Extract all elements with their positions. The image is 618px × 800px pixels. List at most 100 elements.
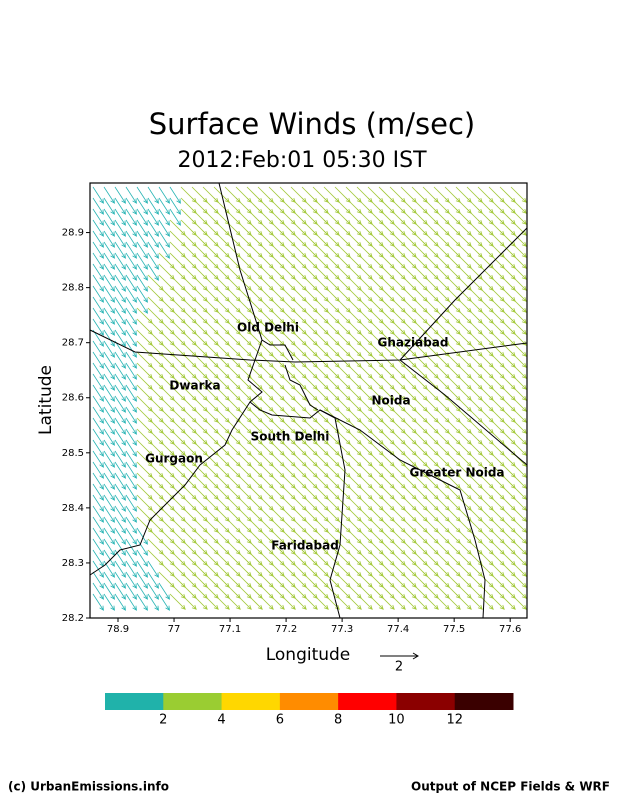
wind-arrow [103,351,115,369]
wind-arrow [114,197,126,215]
wind-arrow [510,417,527,434]
wind-arrow [510,263,527,280]
wind-arrow [92,593,104,611]
colorbar-label: 2 [159,713,167,728]
wind-arrow [103,230,115,248]
wind-arrow [103,417,115,435]
wind-arrow [125,395,137,413]
wind-arrow [147,593,159,611]
wind-arrow [92,340,104,358]
wind-arrow [158,593,170,611]
wind-arrow [125,527,137,545]
colorbar-swatch [454,693,514,710]
y-tick-label: 28.8 [62,283,84,294]
wind-arrow [136,219,148,237]
wind-arrow [136,527,148,545]
x-tick-label: 77.2 [275,624,297,635]
wind-arrow [125,241,137,259]
wind-field [92,186,527,611]
wind-arrow [345,593,362,610]
wind-arrow [147,263,159,281]
district-boundary [399,359,528,466]
wind-arrow [114,241,126,259]
wind-arrow [92,417,104,435]
plot-frame [89,182,528,619]
wind-arrow [92,428,104,446]
wind-arrow [125,219,137,237]
wind-arrow [114,296,126,314]
wind-arrow [147,219,159,237]
wind-arrow [510,571,527,588]
wind-arrow [510,252,527,269]
wind-arrow [136,538,148,556]
wind-arrow [103,494,115,512]
wind-arrow [103,505,115,523]
wind-arrow [114,417,126,435]
wind-arrow [510,549,527,566]
wind-arrow [125,417,137,435]
wind-arrow [125,329,137,347]
wind-arrow [92,472,104,490]
wind-arrow [158,241,170,259]
wind-arrow [510,230,527,247]
wind-arrow [114,395,126,413]
wind-arrow [125,582,137,600]
wind-arrow [114,406,126,424]
place-label: South Delhi [251,430,330,444]
place-label: Greater Noida [409,466,504,480]
wind-arrow [125,307,137,325]
wind-arrow [125,516,137,534]
wind-arrow [136,296,148,314]
x-axis-label: Longitude [266,645,351,665]
place-label: Faridabad [271,539,339,553]
place-label: Dwarka [169,379,220,393]
wind-arrow [136,263,148,281]
chart-subtitle: 2012:Feb:01 05:30 IST [177,148,427,173]
wind-arrow [103,208,115,226]
wind-arrow [114,516,126,534]
wind-arrow [147,571,159,589]
wind-arrow [411,593,428,610]
wind-arrow [147,230,159,248]
wind-arrow [92,285,104,303]
x-tick-label: 77.4 [387,624,409,635]
wind-arrow [136,582,148,600]
wind-arrow [103,582,115,600]
colorbar-swatch [163,693,223,710]
wind-arrow [125,439,137,457]
district-boundary [89,401,251,576]
y-tick-label: 28.6 [62,393,84,404]
wind-arrow [510,560,527,577]
boundaries [89,182,528,619]
wind-arrow [125,593,137,611]
wind-arrow [356,593,373,610]
wind-arrow [378,593,395,610]
wind-arrow [114,285,126,303]
colorbar-swatch [221,693,281,710]
wind-arrow [114,307,126,325]
wind-arrow [147,241,159,259]
wind-arrow [103,461,115,479]
wind-arrow [103,296,115,314]
wind-arrow [92,450,104,468]
wind-arrow [92,219,104,237]
wind-arrow [510,285,527,302]
wind-arrow [92,252,104,270]
district-boundary [399,227,528,361]
wind-arrow [136,571,148,589]
wind-arrow [147,582,159,600]
wind-arrow [92,318,104,336]
wind-arrow [510,197,527,214]
wind-arrow [510,494,527,511]
district-boundary [247,339,346,619]
colorbar-label: 4 [217,713,225,728]
wind-arrow [169,593,186,610]
wind-arrow [510,516,527,533]
wind-arrow [510,406,527,423]
wind-arrow [114,219,126,237]
x-tick-label: 78.9 [107,624,129,635]
wind-arrow [114,439,126,457]
wind-arrow [510,329,527,346]
reference-label: 2 [395,660,403,675]
district-boundary [218,182,294,361]
